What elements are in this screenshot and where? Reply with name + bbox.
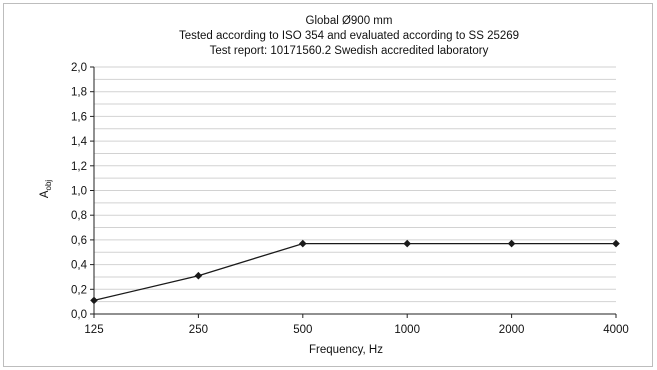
y-axis-label-subscript: obj bbox=[44, 180, 53, 191]
data-point-marker bbox=[90, 296, 98, 305]
chart-title: Global Ø900 mm Tested according to ISO 3… bbox=[179, 15, 519, 57]
y-tick-label: 1,6 bbox=[71, 111, 87, 123]
y-axis-ticks: 0,0 0,2 0,4 0,6 0,8 1,0 1,2 1,4 1,6 1,8 2,0 bbox=[71, 62, 94, 321]
y-tick-label: 0,4 bbox=[71, 260, 88, 272]
data-point-marker bbox=[403, 239, 411, 248]
y-tick-label: 1,2 bbox=[71, 161, 87, 173]
chart-title-line-3: Test report: 10171560.2 Swedish accredit… bbox=[210, 45, 489, 57]
x-tick-label: 2000 bbox=[499, 324, 525, 336]
data-point-marker bbox=[612, 239, 620, 248]
y-tick-label: 0,6 bbox=[71, 235, 87, 247]
data-point-marker bbox=[299, 239, 307, 248]
y-tick-label: 2,0 bbox=[71, 62, 87, 74]
y-tick-label: 1,8 bbox=[71, 87, 87, 99]
series-group bbox=[90, 239, 620, 305]
gridlines bbox=[94, 66, 616, 303]
x-tick-label: 1000 bbox=[394, 324, 420, 336]
y-tick-label: 1,0 bbox=[71, 186, 87, 198]
data-point-marker bbox=[507, 239, 516, 248]
x-tick-label: 125 bbox=[84, 324, 103, 336]
data-point-marker bbox=[194, 271, 203, 280]
x-tick-label: 250 bbox=[189, 324, 208, 336]
chart-title-line-2: Tested according to ISO 354 and evaluate… bbox=[179, 30, 519, 42]
y-axis-label-base: A bbox=[39, 190, 51, 198]
chart-title-line-1: Global Ø900 mm bbox=[306, 15, 393, 27]
x-axis-label: Frequency, Hz bbox=[309, 344, 383, 356]
x-tick-label: 4000 bbox=[603, 324, 629, 336]
chart-canvas: Global Ø900 mm Tested according to ISO 3… bbox=[39, 15, 629, 356]
x-axis-ticks: 125 250 500 1000 2000 4000 bbox=[84, 314, 629, 336]
y-axis-label: Aobj bbox=[39, 180, 53, 199]
y-tick-label: 1,4 bbox=[71, 136, 88, 148]
y-tick-label: 0,0 bbox=[71, 309, 87, 321]
chart-frame: Global Ø900 mm Tested according to ISO 3… bbox=[3, 3, 653, 367]
y-tick-label: 0,2 bbox=[71, 284, 87, 296]
x-tick-label: 500 bbox=[293, 324, 312, 336]
series-line bbox=[93, 242, 616, 302]
y-tick-label: 0,8 bbox=[71, 210, 87, 222]
